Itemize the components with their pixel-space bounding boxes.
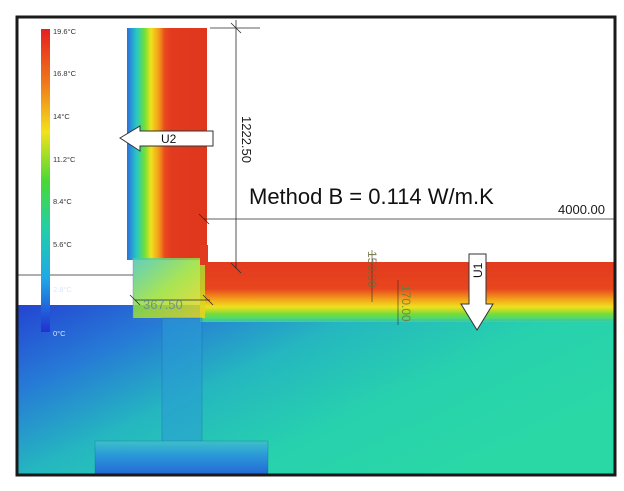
legend-tick-label: 19.6°C: [53, 27, 77, 36]
foundation-footing: [95, 441, 268, 475]
dimension-lines: [17, 20, 615, 325]
u2-heat-flow-arrow: U2: [119, 125, 214, 152]
dimension-ground-length: 4000.00: [558, 202, 605, 217]
legend-tick-label: 8.4°C: [53, 197, 72, 206]
dimension-wall-width: 367.50: [143, 297, 183, 312]
legend-tick-label: 0°C: [53, 329, 66, 338]
temperature-legend: 19.6°C 16.8°C 14°C 11.2°C 8.4°C 5.6°C 2.…: [41, 27, 77, 338]
dimension-slab-thickness-b: 170.00: [399, 285, 413, 322]
legend-tick-label: 11.2°C: [53, 155, 76, 164]
dimension-slab-thickness-a: 150.00: [365, 251, 379, 288]
foundation-column: [162, 318, 202, 443]
legend-tick-label: 5.6°C: [53, 240, 72, 249]
u1-heat-flow-arrow: U1: [460, 253, 494, 331]
legend-tick-label: 2.8°C: [53, 285, 72, 294]
legend-tick-label: 16.8°C: [53, 69, 77, 78]
junction-insulation: [200, 245, 208, 265]
floor-slab: [200, 262, 615, 322]
dimension-wall-height: 1222.50: [239, 116, 254, 163]
legend-color-bar: [41, 29, 50, 332]
image-frame: [15, 15, 617, 477]
legend-tick-label: 14°C: [53, 112, 70, 121]
u2-label: U2: [161, 132, 177, 146]
wall-floor-junction: [133, 258, 205, 318]
u1-label: U1: [471, 262, 485, 278]
method-result-label: Method B = 0.114 W/m.K: [249, 184, 494, 209]
